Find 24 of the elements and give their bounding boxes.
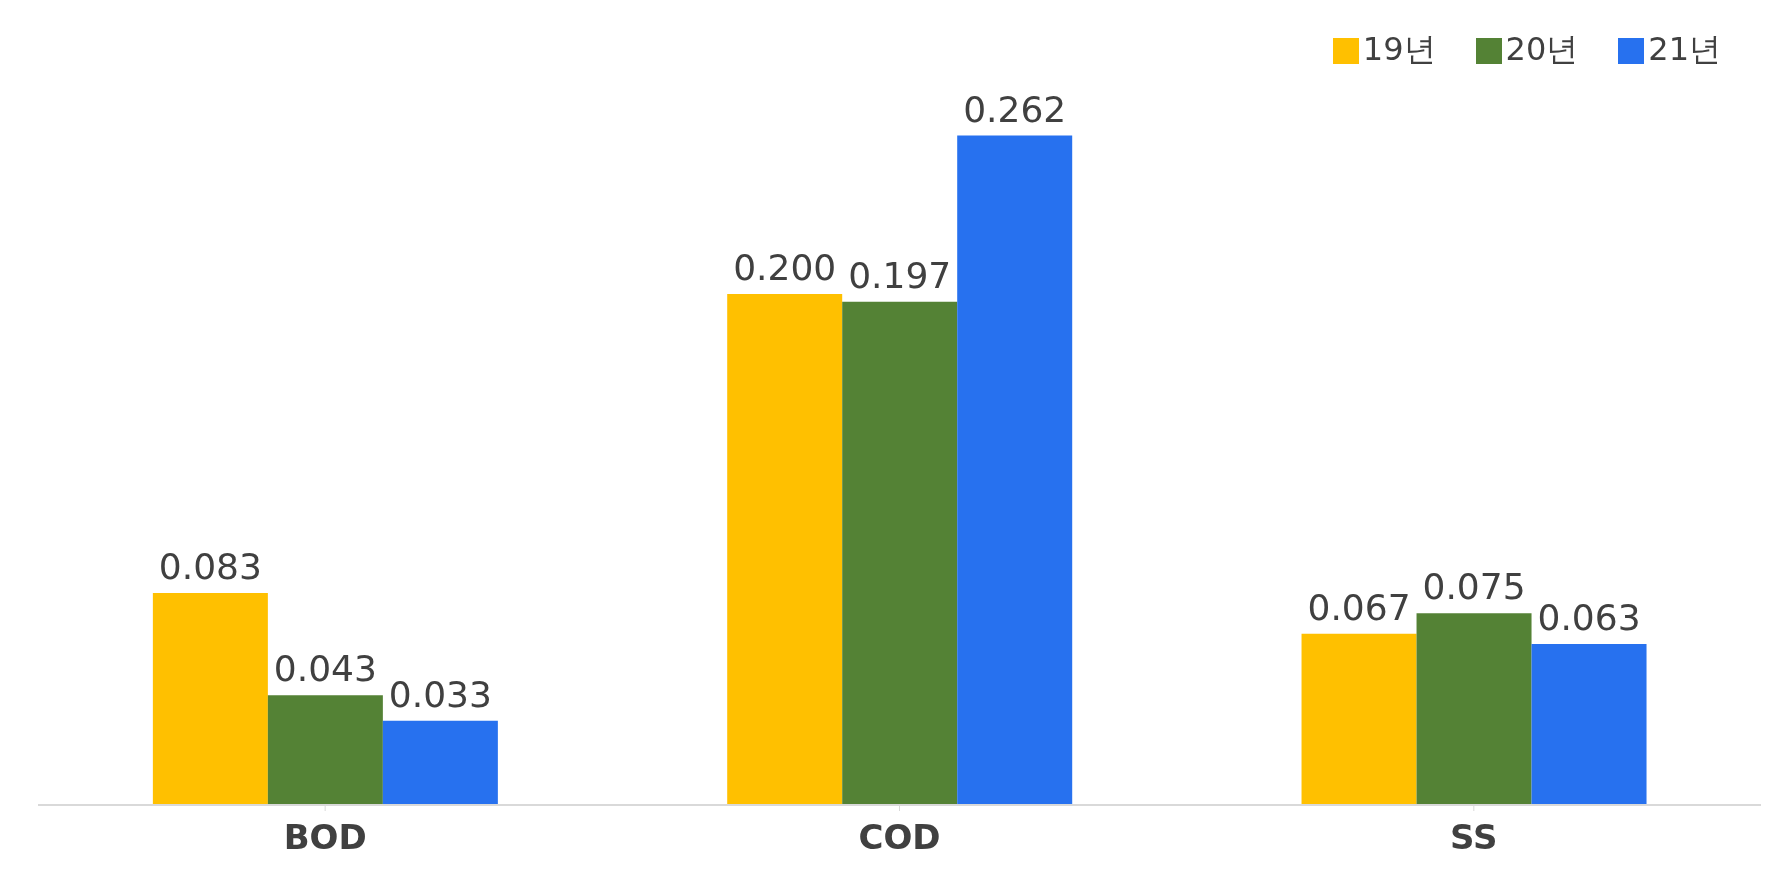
x-tick-label: COD: [858, 817, 941, 858]
data-label: 0.043: [273, 648, 377, 690]
bar: [727, 293, 843, 805]
x-tick-label: SS: [1450, 817, 1498, 858]
bar: [842, 301, 958, 805]
bar: [957, 135, 1073, 805]
data-label: 0.197: [848, 254, 952, 296]
data-label: 0.063: [1537, 597, 1641, 639]
data-label: 0.200: [733, 246, 837, 288]
data-label: 0.075: [1422, 566, 1526, 608]
legend-label: 21년: [1648, 30, 1721, 68]
data-label: 0.067: [1307, 586, 1411, 628]
data-label: 0.033: [388, 673, 492, 715]
bar: [267, 695, 383, 805]
data-label: 0.262: [963, 88, 1067, 130]
data-label: 0.083: [158, 545, 262, 587]
bar: [1416, 613, 1532, 805]
legend-label: 20년: [1505, 30, 1579, 68]
legend-label: 19년: [1362, 30, 1436, 68]
x-tick-label: BOD: [283, 817, 367, 858]
bar: [382, 720, 498, 805]
bar: [1301, 633, 1417, 805]
bar: [152, 592, 268, 805]
bar: [1531, 644, 1647, 805]
